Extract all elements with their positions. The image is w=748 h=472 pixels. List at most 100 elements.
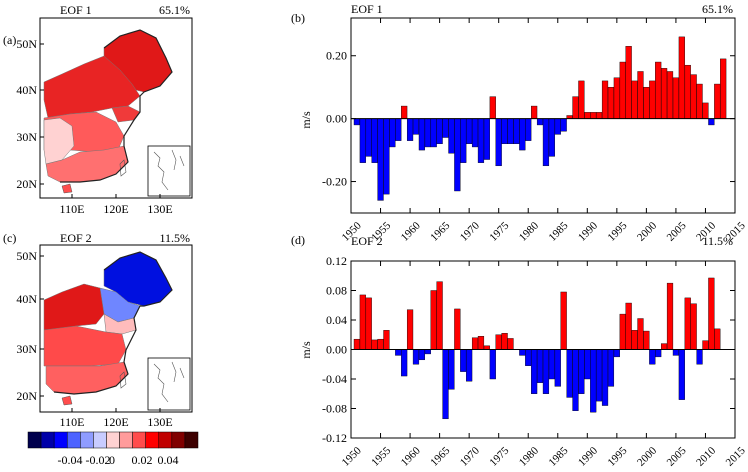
bar-1988 bbox=[572, 349, 579, 411]
y-tick-label: -0.08 bbox=[322, 402, 347, 416]
bar-1988 bbox=[572, 96, 579, 119]
bar-1980 bbox=[525, 118, 532, 141]
bar-1974 bbox=[489, 349, 496, 380]
bar-1970 bbox=[466, 118, 473, 145]
bar-1996 bbox=[619, 313, 626, 350]
lat-label: 30N bbox=[16, 130, 37, 144]
colorbar-swatch bbox=[40, 431, 55, 449]
bar-1991 bbox=[590, 112, 597, 119]
bar-1986 bbox=[560, 291, 567, 350]
bar-1999 bbox=[637, 71, 644, 119]
map-island-taiwan bbox=[119, 159, 127, 177]
bar-1995 bbox=[613, 77, 620, 119]
x-tick-label: 2005 bbox=[665, 219, 689, 243]
bar-1981 bbox=[531, 105, 538, 119]
bar-1972 bbox=[477, 118, 485, 163]
bar-1968 bbox=[454, 118, 461, 192]
colorbar bbox=[27, 431, 199, 449]
colorbar-swatch bbox=[27, 431, 42, 449]
chart-ylabel-d: m/s bbox=[299, 341, 313, 359]
bar-1961 bbox=[412, 349, 420, 365]
bar-1986 bbox=[560, 118, 567, 132]
bar-1953 bbox=[365, 297, 372, 350]
y-tick-label: 0.00 bbox=[326, 112, 347, 126]
bar-1964 bbox=[430, 290, 437, 350]
bar-2004 bbox=[666, 71, 674, 119]
x-tick-label: 1970 bbox=[458, 444, 482, 468]
bar-2004 bbox=[666, 282, 674, 350]
bar-1960 bbox=[406, 309, 414, 350]
panel-label-d: (d) bbox=[291, 233, 305, 247]
colorbar-label: -0.04 bbox=[58, 453, 83, 467]
bar-1975 bbox=[495, 334, 502, 350]
bar-1967 bbox=[448, 118, 455, 154]
bar-1970 bbox=[466, 349, 473, 382]
chart-title-b: EOF 1 bbox=[351, 2, 383, 16]
bar-1967 bbox=[448, 349, 455, 390]
bar-1999 bbox=[637, 318, 644, 350]
lon-label: 110E bbox=[60, 202, 85, 216]
map-title-c: EOF 2 bbox=[60, 231, 92, 245]
bar-2001 bbox=[649, 80, 656, 119]
colorbar-swatch bbox=[80, 431, 94, 449]
bar-1965 bbox=[436, 281, 443, 350]
bar-1990 bbox=[584, 112, 591, 119]
bar-2010 bbox=[702, 340, 709, 350]
bar-1974 bbox=[489, 96, 496, 119]
map-island-hainan bbox=[61, 183, 73, 194]
bar-2003 bbox=[661, 68, 668, 119]
bar-1989 bbox=[578, 80, 585, 119]
colorbar-label: -0.02 bbox=[86, 453, 111, 467]
bar-1954 bbox=[371, 339, 378, 350]
bar-1958 bbox=[395, 349, 402, 356]
bar-1955 bbox=[377, 338, 384, 350]
colorbar-label: 0.04 bbox=[158, 453, 179, 467]
x-tick-label: 1955 bbox=[369, 444, 393, 468]
bar-1959 bbox=[401, 105, 408, 119]
map-island-hainan-c bbox=[61, 395, 73, 406]
bar-1995 bbox=[613, 349, 620, 358]
colorbar-swatch bbox=[53, 431, 68, 449]
colorbar-swatch bbox=[145, 431, 160, 449]
bar-2007 bbox=[684, 297, 691, 350]
bar-1994 bbox=[607, 86, 615, 119]
colorbar-swatch bbox=[66, 431, 81, 449]
colorbar-labels: -0.04 -0.02 0 0.02 0.04 bbox=[58, 453, 179, 467]
map-panel-c: (c) EOF 2 11.5% 50N 40N 30N 20N bbox=[3, 231, 193, 429]
bar-2009 bbox=[696, 83, 703, 119]
bar-2000 bbox=[643, 330, 650, 350]
x-tick-label: 2010 bbox=[694, 444, 718, 468]
map-island-taiwan-c bbox=[119, 371, 127, 389]
x-tick-label: 1985 bbox=[546, 444, 570, 468]
map-pct-a: 65.1% bbox=[159, 3, 190, 17]
bar-2012 bbox=[714, 328, 721, 350]
bar-1996 bbox=[619, 61, 626, 119]
y-tick-label: 0.08 bbox=[326, 284, 347, 298]
bar-1952 bbox=[359, 118, 366, 163]
colorbar-swatch bbox=[119, 431, 133, 449]
panel-label-b: (b) bbox=[291, 11, 305, 25]
bar-1998 bbox=[631, 80, 638, 119]
bar-1971 bbox=[471, 118, 479, 148]
bar-1983 bbox=[542, 118, 550, 167]
x-tick-label: 1960 bbox=[399, 444, 423, 468]
x-tick-label: 1990 bbox=[576, 219, 600, 243]
x-tick-label: 1980 bbox=[517, 444, 541, 468]
bar-1954 bbox=[371, 118, 378, 163]
colorbar-label: 0.02 bbox=[132, 453, 153, 467]
bar-1979 bbox=[519, 118, 526, 151]
y-tick-label: 0.20 bbox=[326, 49, 347, 63]
x-tick-label: 2000 bbox=[635, 444, 659, 468]
lon-label: 120E bbox=[103, 202, 128, 216]
lon-labels-a: 110E 120E 130E bbox=[60, 202, 173, 216]
bar-1985 bbox=[554, 118, 561, 135]
bar-1997 bbox=[625, 302, 632, 350]
lon-label: 130E bbox=[147, 202, 172, 216]
lon-label: 110E bbox=[60, 415, 85, 429]
chart-pct-d: 11.5% bbox=[702, 234, 733, 248]
colorbar-swatch bbox=[132, 431, 146, 449]
colorbar-label: 0 bbox=[109, 453, 115, 467]
lat-label: 20N bbox=[16, 177, 37, 191]
bar-1984 bbox=[548, 349, 555, 380]
